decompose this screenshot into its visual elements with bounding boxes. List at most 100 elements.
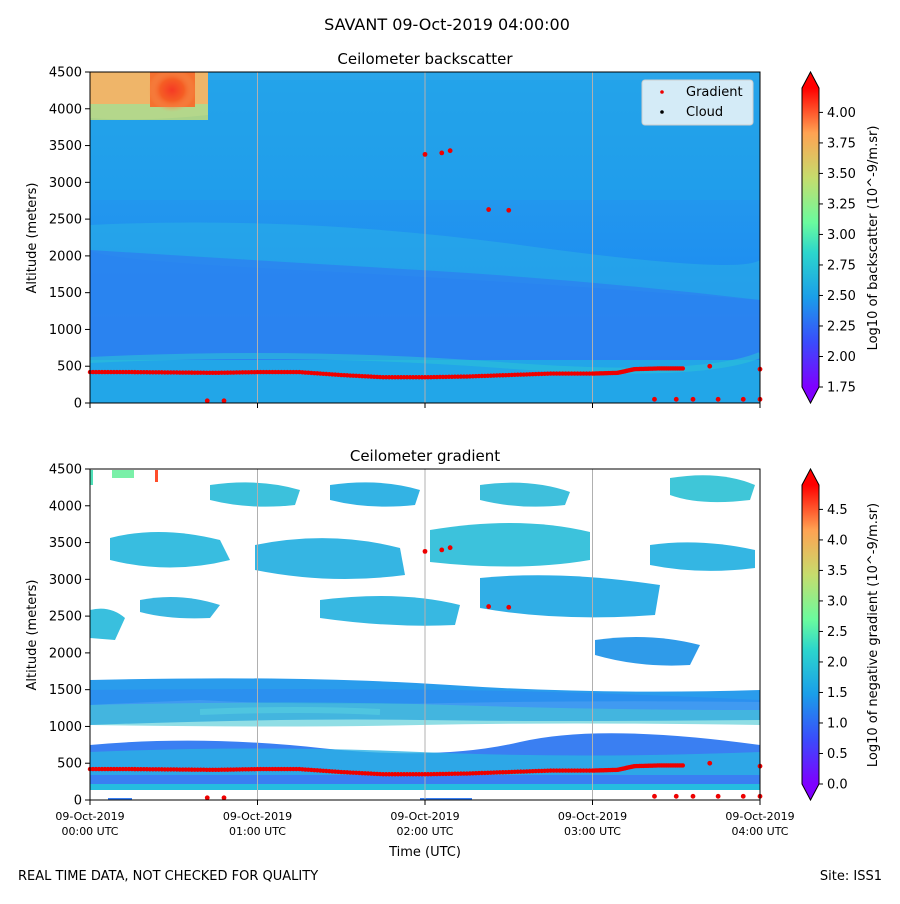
ytick-label: 2500: [49, 610, 82, 625]
colorbar-tick-label: 1.75: [827, 381, 856, 396]
ytick-label: 4000: [49, 499, 82, 514]
gradient-point: [673, 793, 679, 799]
xtick-label-time: 03:00 UTC: [564, 825, 621, 838]
xtick-label-date: 09-Oct-2019: [725, 810, 794, 823]
gradient-xticks: 09-Oct-2019 00:00 UTC 09-Oct-2019 01:00 UTC…: [55, 800, 795, 838]
backscatter-xticks: [89, 403, 761, 408]
ytick-label: 0: [74, 794, 82, 809]
gradient-point: [204, 398, 210, 404]
colorbar-tick-label: 4.00: [827, 106, 856, 121]
ytick-label: 3000: [49, 176, 82, 191]
gradient-point: [439, 547, 445, 553]
gradient-point: [204, 795, 210, 801]
ytick-label: 3500: [49, 139, 82, 154]
gradient-colorbar-ticks: 0.0 0.5 1.0 1.5 2.0 2.5 3.0 3.5 4.0 4.5: [819, 503, 848, 793]
ytick-label: 2000: [49, 249, 82, 264]
gradient-point: [486, 207, 492, 212]
colorbar-tick-label: 2.75: [827, 258, 856, 273]
gradient-point: [690, 396, 696, 402]
gradient-point: [447, 148, 453, 154]
gradient-yticks: 0 500 1000 1500 2000 2500 3000 3500 4000 4500: [49, 463, 90, 809]
gradient-panel: Ceilometer gradient: [25, 447, 881, 860]
colorbar-tick-label: 2.5: [827, 625, 848, 640]
site-label: Site: ISS1: [819, 869, 882, 884]
ytick-label: 1500: [49, 286, 82, 301]
gradient-title: Ceilometer gradient: [350, 447, 500, 465]
backscatter-colorbar-max-arrow: [802, 72, 819, 88]
colorbar-tick-label: 3.75: [827, 136, 856, 151]
backscatter-panel: Ceilometer backscatter 0 500 1000 1500 2000 2…: [25, 50, 881, 412]
xtick-label-date: 09-Oct-2019: [390, 810, 459, 823]
xtick-label-time: 01:00 UTC: [229, 825, 286, 838]
gradient-point: [221, 398, 227, 404]
ytick-label: 4500: [49, 66, 82, 81]
ytick-label: 1000: [49, 323, 82, 338]
xtick-label-time: 04:00 UTC: [731, 825, 788, 838]
gradient-point: [221, 795, 227, 801]
gradient-point: [439, 150, 445, 156]
backscatter-ylabel: Altitude (meters): [25, 183, 40, 294]
xtick-label-time: 00:00 UTC: [61, 825, 118, 838]
colorbar-tick-label: 0.5: [827, 747, 848, 762]
legend-gradient-label: Gradient: [686, 85, 743, 100]
gradient-point: [680, 366, 686, 371]
gradient-point: [422, 151, 428, 157]
gradient-point: [680, 763, 686, 768]
colorbar-tick-label: 2.00: [827, 350, 856, 365]
ytick-label: 1500: [49, 683, 82, 698]
backscatter-yticks: 0 500 1000 1500 2000 2500 3000 3500 4000 4500: [49, 66, 90, 412]
gradient-point: [707, 760, 713, 766]
legend-cloud-label: Cloud: [686, 105, 723, 120]
colorbar-tick-label: 1.5: [827, 686, 848, 701]
xtick-label-date: 09-Oct-2019: [55, 810, 124, 823]
colorbar-tick-label: 1.0: [827, 716, 848, 731]
gradient-point: [506, 207, 512, 213]
gradient-point: [740, 396, 746, 402]
backscatter-title: Ceilometer backscatter: [337, 50, 513, 68]
gradient-grid: [257, 469, 593, 800]
legend: Gradient Cloud: [641, 79, 754, 126]
legend-cloud-marker: [660, 110, 664, 114]
backscatter-colorbar-ramp: [802, 88, 819, 387]
colorbar-tick-label: 3.00: [827, 228, 856, 243]
xtick-label-time: 02:00 UTC: [396, 825, 453, 838]
colorbar-tick-label: 3.25: [827, 197, 856, 212]
ytick-label: 2500: [49, 213, 82, 228]
gradient-point: [740, 793, 746, 799]
gradient-xlabel: Time (UTC): [388, 845, 461, 860]
colorbar-tick-label: 2.0: [827, 655, 848, 670]
gradient-point: [673, 396, 679, 402]
colorbar-tick-label: 4.0: [827, 533, 848, 548]
ytick-label: 0: [74, 397, 82, 412]
backscatter-colorbar-label: Log10 of backscatter (10^-9/m.sr): [866, 126, 881, 351]
ytick-label: 3000: [49, 573, 82, 588]
gradient-point: [652, 396, 657, 402]
gradient-point: [422, 548, 428, 554]
ytick-label: 1000: [49, 720, 82, 735]
ytick-label: 500: [57, 360, 82, 375]
ytick-label: 4000: [49, 102, 82, 117]
colorbar-tick-label: 2.25: [827, 319, 856, 334]
gradient-gradient-markers: [87, 545, 763, 801]
gradient-point: [690, 793, 696, 799]
colorbar-tick-label: 3.50: [827, 167, 856, 182]
gradient-point: [506, 604, 512, 610]
ytick-label: 4500: [49, 463, 82, 478]
xtick-label-date: 09-Oct-2019: [558, 810, 627, 823]
backscatter-colorbar-min-arrow: [802, 387, 819, 403]
gradient-point: [715, 793, 721, 799]
gradient-colorbar-label: Log10 of negative gradient (10^-9/m.sr): [866, 503, 881, 767]
ytick-label: 3500: [49, 536, 82, 551]
quality-disclaimer: REAL TIME DATA, NOT CHECKED FOR QUALITY: [18, 869, 319, 884]
gradient-point: [707, 363, 713, 369]
figure-title: SAVANT 09-Oct-2019 04:00:00: [324, 15, 570, 34]
colorbar-tick-label: 2.50: [827, 289, 856, 304]
gradient-colorbar-ramp: [802, 485, 819, 784]
gradient-colorbar-min-arrow: [802, 784, 819, 800]
gradient-colorbar: 0.0 0.5 1.0 1.5 2.0 2.5 3.0 3.5 4.0 4.5 Log10 of …: [801, 467, 881, 802]
backscatter-colorbar: 1.75 2.00 2.25 2.50 2.75 3.00 3.25 3.50 3.75 4.00…: [801, 70, 881, 405]
colorbar-tick-label: 3.5: [827, 564, 848, 579]
gradient-point: [715, 396, 721, 402]
legend-gradient-marker: [660, 90, 664, 94]
